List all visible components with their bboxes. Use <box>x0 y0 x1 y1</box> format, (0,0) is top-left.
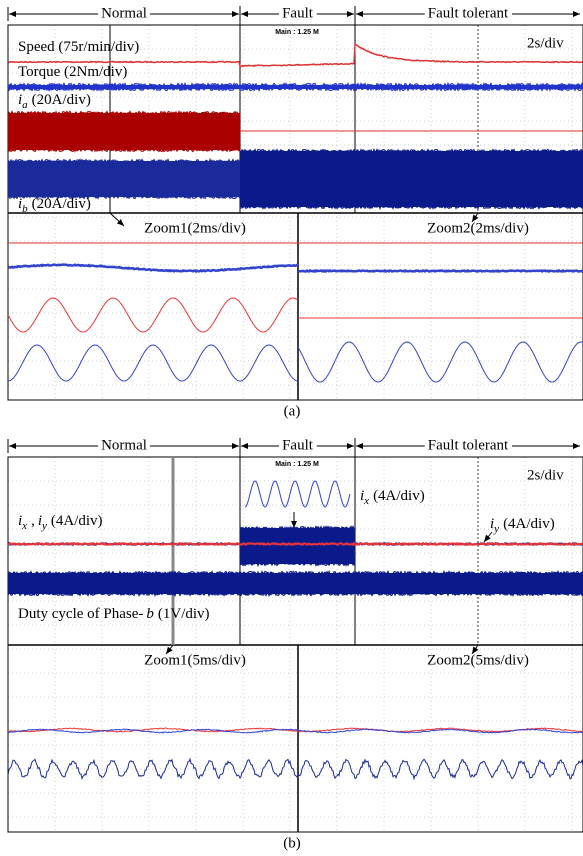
pointer <box>484 532 492 542</box>
label-part: Torque (2Nm/div) <box>18 64 127 80</box>
trace-label: Speed (75r/min/div) <box>18 39 139 55</box>
zoom-label: Zoom2(2ms/div) <box>427 220 529 236</box>
label-part: y <box>493 523 499 535</box>
trace-label: Duty cycle of Phase-b(1V/div) <box>18 606 210 622</box>
waveform <box>298 271 583 272</box>
label-part: (4A/div) <box>503 516 555 532</box>
label-part: b <box>146 606 154 622</box>
label-part: (4A/div) <box>51 513 103 529</box>
waveform <box>245 481 350 507</box>
label-part: (20A/div) <box>32 92 91 108</box>
noise-band <box>240 151 583 207</box>
caption: (a) <box>284 403 301 419</box>
trace-label: ix,iy(4A/div) <box>18 513 103 531</box>
segment-label: Normal <box>101 5 147 21</box>
label-part: , <box>31 513 35 529</box>
label-part: x <box>21 520 27 532</box>
waveform <box>8 298 298 332</box>
segment-label: Fault <box>282 437 314 453</box>
noise-band <box>8 573 583 594</box>
zoom-label: Zoom2(5ms/div) <box>427 652 529 668</box>
label-part: Duty cycle of Phase- <box>18 606 143 622</box>
label-part: a <box>22 99 28 111</box>
zoom-arrow <box>110 213 124 226</box>
zoom-label: Zoom1(2ms/div) <box>144 220 246 236</box>
noise-band <box>240 528 355 564</box>
timebase: 2s/div <box>527 467 564 483</box>
trace-label: ib(20A/div) <box>18 196 91 214</box>
segment-label: Fault tolerant <box>428 437 509 453</box>
label-part: (4A/div) <box>373 488 425 504</box>
label-part: Speed (75r/min/div) <box>18 39 139 55</box>
label-part: x <box>363 495 369 507</box>
waveform <box>8 265 298 272</box>
caption: (b) <box>283 835 301 851</box>
label-part: (1V/div) <box>158 606 210 622</box>
waveform <box>8 345 298 381</box>
segment-label: Fault <box>282 5 314 21</box>
scope-note: Main : 1.25 M <box>275 29 319 36</box>
label-part: b <box>22 203 28 215</box>
segment-label: Normal <box>101 437 147 453</box>
noise-band <box>8 161 240 197</box>
trace-label: Torque (2Nm/div) <box>18 64 127 80</box>
trace-label: ix(4A/div) <box>360 488 425 506</box>
waveform <box>298 342 583 382</box>
label-part: (20A/div) <box>32 196 91 212</box>
trace-label: iy(4A/div) <box>490 516 555 534</box>
label-part: y <box>41 520 47 532</box>
scope-note: Main : 1.25 M <box>275 461 319 468</box>
waveform <box>8 543 583 544</box>
segment-label: Fault tolerant <box>428 5 509 21</box>
zoom-label: Zoom1(5ms/div) <box>144 652 246 668</box>
trace-label: ia(20A/div) <box>18 92 91 110</box>
timebase: 2s/div <box>527 35 564 51</box>
figure: Normal Fault Fault tolerant Main : 1.25 M 2s… <box>0 0 583 856</box>
noise-band <box>8 113 240 150</box>
